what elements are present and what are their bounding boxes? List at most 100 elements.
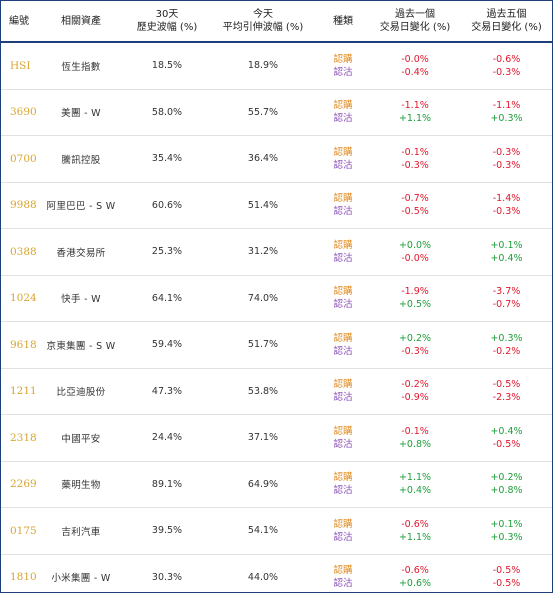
chg5-put-value: +0.3%	[490, 113, 523, 125]
row-asset: 恆生指數	[37, 42, 125, 90]
chg1-call-value: -0.7%	[401, 193, 429, 205]
row-code[interactable]: HSI	[1, 42, 37, 90]
row-code-text[interactable]: 1211	[10, 385, 37, 398]
row-code-text[interactable]: 3690	[10, 106, 37, 119]
chg5-call-value: -0.3%	[492, 146, 521, 158]
row-hist-vol: 35.4%	[125, 135, 209, 183]
type-call-label: 認購	[333, 379, 353, 391]
row-hist-vol-text: 60.6%	[151, 199, 183, 211]
table-row: 9618 京東集團 - S W 59.4% 51.7% 認購 認沽 +0.2% …	[1, 321, 552, 369]
row-type: 認購 認沽	[317, 228, 369, 276]
chg5-put-value: -0.3%	[492, 159, 521, 171]
type-call-label: 認購	[333, 193, 353, 205]
row-code[interactable]: 0175	[1, 507, 37, 555]
row-chg1: -1.1% +1.1%	[369, 89, 461, 136]
row-code-text[interactable]: 2269	[10, 478, 37, 491]
row-implied-vol-text: 51.7%	[247, 339, 279, 351]
type-put-label: 認沽	[333, 206, 353, 218]
row-type: 認購 認沽	[317, 507, 369, 555]
header-type: 種類	[317, 1, 369, 43]
header-hist-vol: 30天 歷史波幅 (%)	[125, 1, 209, 43]
row-code-text[interactable]: 1024	[10, 292, 37, 305]
row-code[interactable]: 0700	[1, 135, 37, 183]
row-chg5: +0.1% +0.3%	[461, 507, 552, 555]
row-code[interactable]: 0388	[1, 228, 37, 276]
row-code-text[interactable]: 0388	[10, 245, 37, 258]
row-type: 認購 認沽	[317, 135, 369, 183]
chg1-call-value: -1.9%	[401, 286, 429, 298]
chg1-put-value: -0.9%	[401, 392, 429, 404]
chg1-put-value: -0.3%	[401, 159, 429, 171]
row-asset-text: 比亞迪股份	[56, 387, 106, 399]
table-row: 3690 美團 - W 58.0% 55.7% 認購 認沽 -1.1% +1.1…	[1, 89, 552, 136]
row-type: 認購 認沽	[317, 368, 369, 415]
row-code[interactable]: 2318	[1, 414, 37, 462]
chg5-put-value: +0.8%	[490, 485, 523, 497]
row-code[interactable]: 1211	[1, 368, 37, 415]
header-code: 編號	[1, 1, 37, 43]
type-call-label: 認購	[333, 146, 353, 158]
chg1-call-value: -0.1%	[401, 146, 429, 158]
type-call-label: 認購	[333, 100, 353, 112]
type-call-label: 認購	[333, 518, 353, 530]
row-hist-vol-text: 25.3%	[151, 246, 183, 258]
row-code-text[interactable]: HSI	[10, 59, 31, 72]
row-asset-text: 京東集團 - S W	[46, 340, 116, 352]
row-hist-vol: 89.1%	[125, 461, 209, 508]
row-type: 認購 認沽	[317, 182, 369, 229]
row-hist-vol: 30.3%	[125, 554, 209, 600]
row-code-text[interactable]: 2318	[10, 431, 37, 444]
chg1-put-value: -0.3%	[401, 345, 429, 357]
header-chg1: 過去一個 交易日變化 (%)	[369, 1, 461, 43]
type-put-label: 認沽	[333, 531, 353, 543]
row-code[interactable]: 2269	[1, 461, 37, 508]
row-chg1: -0.2% -0.9%	[369, 368, 461, 415]
chg1-put-value: +0.4%	[398, 485, 432, 497]
row-implied-vol-text: 51.4%	[247, 199, 279, 211]
row-code-text[interactable]: 0700	[10, 152, 37, 165]
row-code-text[interactable]: 9988	[10, 199, 37, 212]
row-implied-vol-text: 44.0%	[247, 571, 279, 583]
chg5-put-value: -0.3%	[492, 66, 521, 78]
table-row: 1024 快手 - W 64.1% 74.0% 認購 認沽 -1.9% +0.5…	[1, 275, 552, 322]
row-chg5: -1.4% -0.3%	[461, 182, 552, 229]
row-implied-vol-text: 64.9%	[247, 478, 279, 490]
row-hist-vol-text: 64.1%	[151, 292, 183, 304]
type-put-label: 認沽	[333, 159, 353, 171]
row-code-text[interactable]: 0175	[10, 524, 37, 537]
row-code[interactable]: 1810	[1, 554, 37, 600]
header-chg5-line2: 交易日變化 (%)	[471, 22, 542, 33]
row-code-text[interactable]: 1810	[10, 571, 37, 584]
table-row: 0388 香港交易所 25.3% 31.2% 認購 認沽 +0.0% -0.0%…	[1, 228, 552, 276]
chg5-call-value: +0.3%	[490, 332, 523, 344]
row-code[interactable]: 9618	[1, 321, 37, 369]
row-chg1: -0.0% -0.4%	[369, 42, 461, 90]
row-hist-vol: 64.1%	[125, 275, 209, 322]
row-hist-vol-text: 39.5%	[151, 525, 183, 537]
chg5-put-value: -0.7%	[492, 299, 521, 311]
type-call-label: 認購	[333, 53, 353, 65]
row-code[interactable]: 9988	[1, 182, 37, 229]
row-type: 認購 認沽	[317, 554, 369, 600]
row-code[interactable]: 3690	[1, 89, 37, 136]
table-row: 0700 騰訊控股 35.4% 36.4% 認購 認沽 -0.1% -0.3% …	[1, 135, 552, 183]
header-code-label: 編號	[9, 15, 29, 27]
row-asset-text: 快手 - W	[61, 294, 101, 306]
row-asset: 小米集團 - W	[37, 554, 125, 600]
row-code[interactable]: 1024	[1, 275, 37, 322]
type-put-label: 認沽	[333, 578, 353, 590]
type-put-label: 認沽	[333, 113, 353, 125]
row-implied-vol: 51.4%	[209, 182, 317, 229]
row-hist-vol: 58.0%	[125, 89, 209, 136]
row-type: 認購 認沽	[317, 321, 369, 369]
row-asset: 吉利汽車	[37, 507, 125, 555]
header-asset: 相關資產	[37, 1, 125, 43]
chg1-put-value: -0.4%	[401, 66, 429, 78]
row-implied-vol: 53.8%	[209, 368, 317, 415]
chg1-put-value: +0.5%	[398, 299, 432, 311]
row-asset-text: 小米集團 - W	[51, 573, 111, 585]
row-chg5: +0.2% +0.8%	[461, 461, 552, 508]
header-asset-label: 相關資產	[61, 15, 101, 27]
row-code-text[interactable]: 9618	[10, 338, 37, 351]
